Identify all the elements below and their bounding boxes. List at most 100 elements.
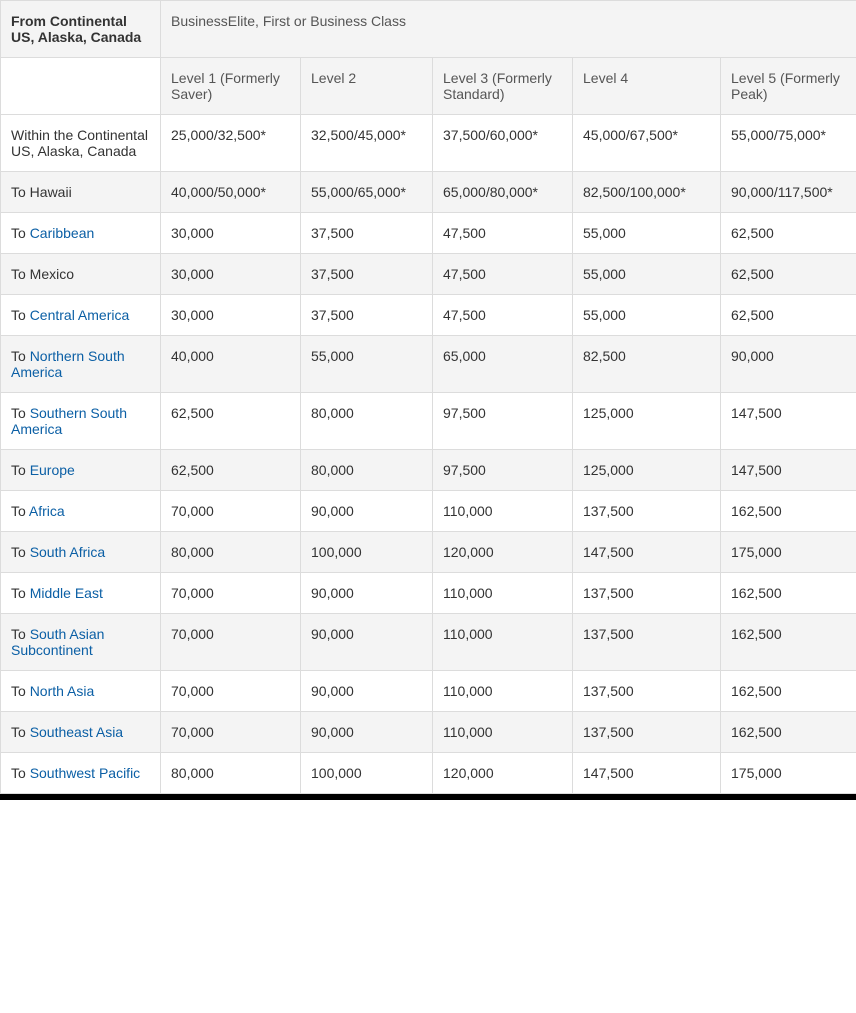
value-cell: 37,500	[301, 295, 433, 336]
value-cell: 90,000/117,500*	[721, 172, 856, 213]
value-cell: 47,500	[433, 254, 573, 295]
destination-link[interactable]: Africa	[29, 503, 65, 519]
value-cell: 62,500	[161, 450, 301, 491]
destination-link[interactable]: Europe	[30, 462, 75, 478]
value-cell: 25,000/32,500*	[161, 115, 301, 172]
value-cell: 70,000	[161, 671, 301, 712]
level4-header: Level 4	[573, 58, 721, 115]
value-cell: 62,500	[721, 254, 856, 295]
destination-cell: To Hawaii	[1, 172, 161, 213]
value-cell: 110,000	[433, 712, 573, 753]
destination-cell: To North Asia	[1, 671, 161, 712]
table-row: To Europe62,50080,00097,500125,000147,50…	[1, 450, 856, 491]
value-cell: 147,500	[573, 532, 721, 573]
destination-cell: Within the Continental US, Alaska, Canad…	[1, 115, 161, 172]
value-cell: 55,000/65,000*	[301, 172, 433, 213]
destination-prefix: To	[11, 348, 30, 364]
award-chart-body: Within the Continental US, Alaska, Canad…	[1, 115, 856, 794]
value-cell: 30,000	[161, 213, 301, 254]
value-cell: 162,500	[721, 712, 856, 753]
table-row: To Mexico30,00037,50047,50055,00062,500	[1, 254, 856, 295]
value-cell: 100,000	[301, 532, 433, 573]
value-cell: 65,000/80,000*	[433, 172, 573, 213]
table-row: To Middle East70,00090,000110,000137,500…	[1, 573, 856, 614]
destination-prefix: To	[11, 585, 30, 601]
destination-link[interactable]: Central America	[30, 307, 130, 323]
value-cell: 62,500	[721, 295, 856, 336]
level5-header: Level 5 (Formerly Peak)	[721, 58, 856, 115]
level-header-blank	[1, 58, 161, 115]
value-cell: 90,000	[301, 573, 433, 614]
destination-text: Within the Continental US, Alaska, Canad…	[11, 127, 148, 159]
table-row: To Caribbean30,00037,50047,50055,00062,5…	[1, 213, 856, 254]
destination-prefix: To	[11, 724, 30, 740]
destination-link[interactable]: North Asia	[30, 683, 95, 699]
destination-cell: To Southwest Pacific	[1, 753, 161, 794]
value-cell: 37,500	[301, 254, 433, 295]
destination-prefix: To	[11, 225, 30, 241]
table-row: To Southeast Asia70,00090,000110,000137,…	[1, 712, 856, 753]
value-cell: 97,500	[433, 450, 573, 491]
destination-cell: To Africa	[1, 491, 161, 532]
value-cell: 90,000	[301, 614, 433, 671]
destination-cell: To Southern South America	[1, 393, 161, 450]
destination-cell: To Southeast Asia	[1, 712, 161, 753]
value-cell: 82,500/100,000*	[573, 172, 721, 213]
origin-header: From Continental US, Alaska, Canada	[1, 1, 161, 58]
destination-prefix: To	[11, 626, 30, 642]
value-cell: 70,000	[161, 491, 301, 532]
value-cell: 120,000	[433, 532, 573, 573]
table-row: To North Asia70,00090,000110,000137,5001…	[1, 671, 856, 712]
value-cell: 175,000	[721, 753, 856, 794]
destination-link[interactable]: South Africa	[30, 544, 106, 560]
value-cell: 37,500/60,000*	[433, 115, 573, 172]
value-cell: 70,000	[161, 614, 301, 671]
value-cell: 110,000	[433, 671, 573, 712]
value-cell: 37,500	[301, 213, 433, 254]
destination-prefix: To	[11, 405, 30, 421]
value-cell: 137,500	[573, 491, 721, 532]
value-cell: 30,000	[161, 295, 301, 336]
value-cell: 65,000	[433, 336, 573, 393]
value-cell: 55,000/75,000*	[721, 115, 856, 172]
table-row: To Hawaii 40,000/50,000*55,000/65,000*65,…	[1, 172, 856, 213]
value-cell: 40,000	[161, 336, 301, 393]
destination-cell: To Mexico	[1, 254, 161, 295]
destination-link[interactable]: Middle East	[30, 585, 103, 601]
value-cell: 62,500	[161, 393, 301, 450]
table-row: To Southwest Pacific80,000100,000120,000…	[1, 753, 856, 794]
value-cell: 90,000	[301, 491, 433, 532]
table-row: To Southern South America62,50080,00097,…	[1, 393, 856, 450]
table-row: To South Asian Subcontinent70,00090,0001…	[1, 614, 856, 671]
destination-text: To Hawaii	[11, 184, 72, 200]
value-cell: 137,500	[573, 614, 721, 671]
destination-prefix: To	[11, 503, 29, 519]
value-cell: 137,500	[573, 712, 721, 753]
value-cell: 175,000	[721, 532, 856, 573]
value-cell: 70,000	[161, 573, 301, 614]
value-cell: 97,500	[433, 393, 573, 450]
destination-text: To Mexico	[11, 266, 74, 282]
value-cell: 47,500	[433, 213, 573, 254]
value-cell: 80,000	[161, 753, 301, 794]
destination-cell: To Middle East	[1, 573, 161, 614]
destination-cell: To Central America	[1, 295, 161, 336]
table-row: To Northern South America40,00055,00065,…	[1, 336, 856, 393]
value-cell: 55,000	[573, 254, 721, 295]
value-cell: 55,000	[573, 295, 721, 336]
destination-link[interactable]: Southeast Asia	[30, 724, 123, 740]
destination-prefix: To	[11, 462, 30, 478]
destination-link[interactable]: Southwest Pacific	[30, 765, 141, 781]
destination-prefix: To	[11, 765, 30, 781]
value-cell: 147,500	[721, 393, 856, 450]
value-cell: 80,000	[301, 393, 433, 450]
level3-header: Level 3 (Formerly Standard)	[433, 58, 573, 115]
destination-prefix: To	[11, 307, 30, 323]
value-cell: 45,000/67,500*	[573, 115, 721, 172]
value-cell: 40,000/50,000*	[161, 172, 301, 213]
value-cell: 110,000	[433, 614, 573, 671]
destination-cell: To Europe	[1, 450, 161, 491]
value-cell: 90,000	[301, 671, 433, 712]
value-cell: 162,500	[721, 671, 856, 712]
destination-link[interactable]: Caribbean	[30, 225, 95, 241]
